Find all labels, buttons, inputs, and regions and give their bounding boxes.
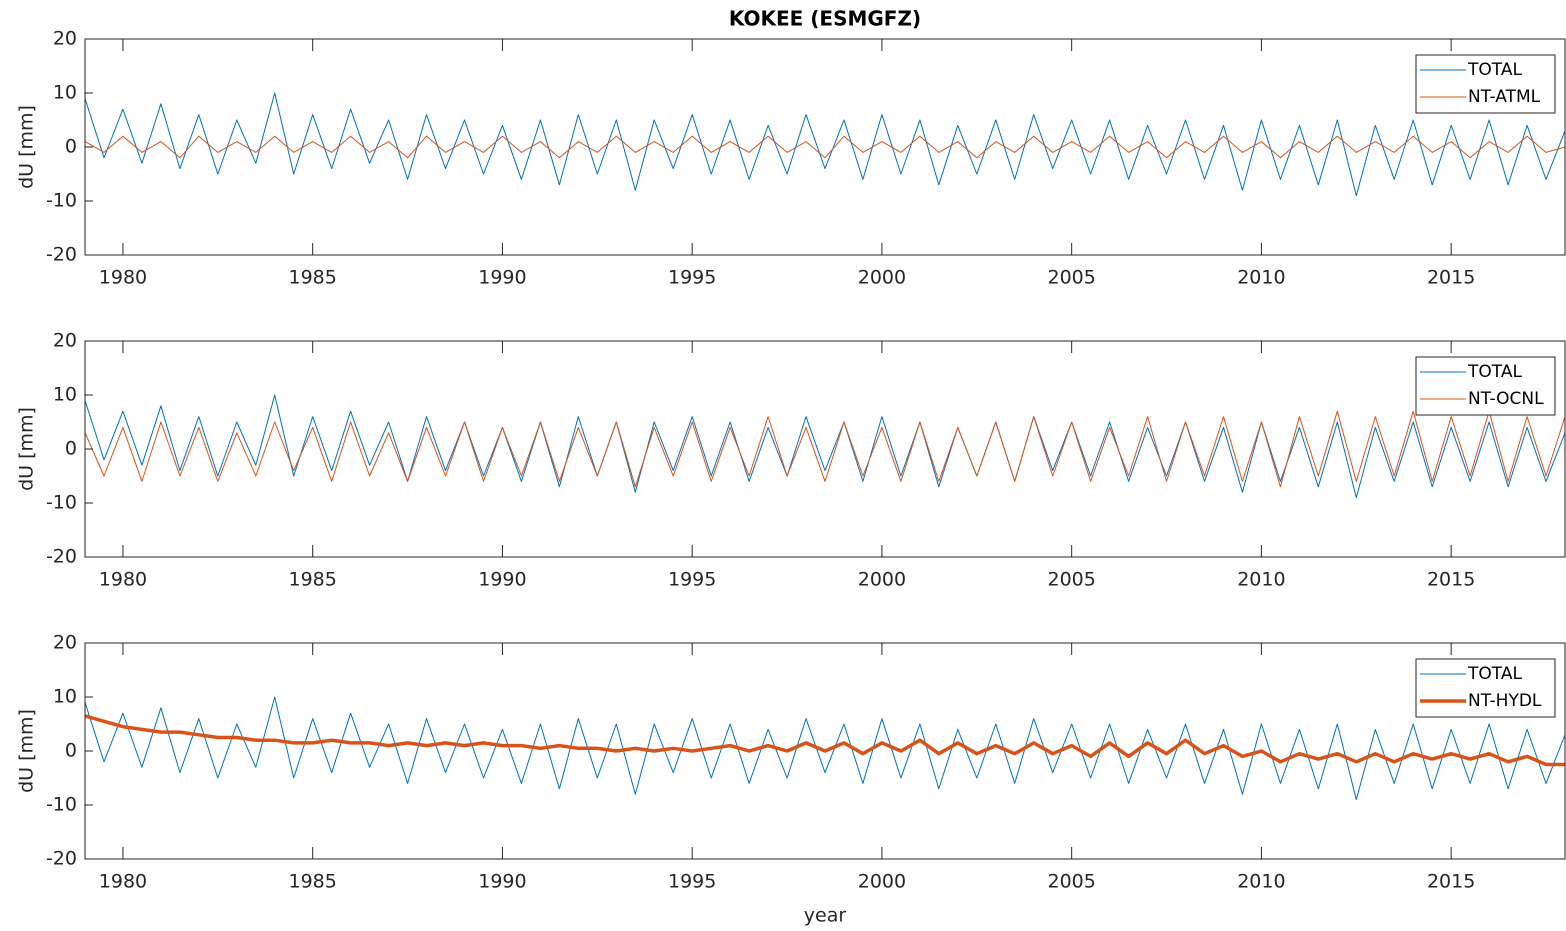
chart-title: KOKEE (ESMGFZ)	[729, 7, 921, 31]
x-tick-label: 2005	[1047, 871, 1095, 893]
y-axis-label: dU [mm]	[16, 709, 38, 793]
legend-label: NT-HYDL	[1468, 691, 1542, 711]
legend-label: TOTAL	[1467, 664, 1522, 684]
series-line	[85, 696, 1565, 801]
y-tick-label: -20	[46, 546, 77, 568]
x-tick-label: 2000	[858, 267, 906, 289]
y-tick-label: 0	[65, 438, 77, 460]
x-tick-label: 1995	[668, 267, 716, 289]
x-tick-label: 2000	[858, 569, 906, 591]
y-tick-label: -10	[46, 492, 77, 514]
x-tick-label: 1990	[478, 871, 526, 893]
y-tick-label: 0	[65, 740, 77, 762]
x-tick-label: 1980	[99, 569, 147, 591]
x-tick-label: 1980	[99, 267, 147, 289]
legend: TOTAL NT-ATML	[1415, 54, 1556, 114]
x-tick-label: 2000	[858, 871, 906, 893]
axes-box	[84, 340, 1566, 558]
y-tick-label: 20	[53, 330, 77, 352]
axes-box	[84, 38, 1566, 256]
legend-label: NT-ATML	[1468, 87, 1541, 107]
x-tick-label: 2010	[1237, 871, 1285, 893]
legend: TOTAL NT-HYDL	[1415, 658, 1556, 718]
y-tick-label: 20	[53, 632, 77, 654]
y-tick-label: -10	[46, 794, 77, 816]
y-tick-label: -10	[46, 190, 77, 212]
x-tick-label: 2015	[1427, 871, 1475, 893]
series-line	[85, 92, 1565, 197]
legend-box	[1415, 658, 1556, 718]
x-tick-label: 1990	[478, 569, 526, 591]
legend-label: TOTAL	[1467, 60, 1522, 80]
series-line	[85, 394, 1565, 499]
y-tick-label: -20	[46, 848, 77, 870]
legend-box	[1415, 54, 1556, 114]
y-tick-label: 10	[53, 82, 77, 104]
y-axis-label: dU [mm]	[16, 407, 38, 491]
y-tick-label: 0	[65, 136, 77, 158]
x-axis-label: year	[804, 905, 847, 927]
legend-label: NT-OCNL	[1468, 389, 1544, 409]
subplot: -20 -10 0 10 20 1980 1985 1990 1995 2000 2005 2010 2…	[16, 7, 1566, 289]
series-line	[85, 135, 1565, 159]
x-tick-label: 1980	[99, 871, 147, 893]
x-tick-label: 1995	[668, 871, 716, 893]
x-tick-label: 2015	[1427, 569, 1475, 591]
series-line	[85, 410, 1565, 488]
x-tick-label: 2010	[1237, 569, 1285, 591]
y-tick-label: 10	[53, 384, 77, 406]
x-tick-label: 2015	[1427, 267, 1475, 289]
legend-box	[1415, 356, 1556, 416]
y-tick-label: 10	[53, 686, 77, 708]
x-tick-label: 1995	[668, 569, 716, 591]
x-tick-label: 2005	[1047, 267, 1095, 289]
x-tick-label: 1985	[289, 267, 337, 289]
y-tick-label: 20	[53, 28, 77, 50]
legend-label: TOTAL	[1467, 362, 1522, 382]
subplot: -20 -10 0 10 20 1980 1985 1990 1995 2000 2005 2010 2…	[16, 632, 1566, 927]
x-tick-label: 1985	[289, 569, 337, 591]
y-tick-label: -20	[46, 244, 77, 266]
y-axis-label: dU [mm]	[16, 105, 38, 189]
legend: TOTAL NT-OCNL	[1415, 356, 1556, 416]
x-tick-label: 1990	[478, 267, 526, 289]
x-tick-label: 2005	[1047, 569, 1095, 591]
series-line	[85, 714, 1565, 767]
subplot: -20 -10 0 10 20 1980 1985 1990 1995 2000 2005 2010 2…	[16, 330, 1566, 591]
x-tick-label: 2010	[1237, 267, 1285, 289]
x-tick-label: 1985	[289, 871, 337, 893]
